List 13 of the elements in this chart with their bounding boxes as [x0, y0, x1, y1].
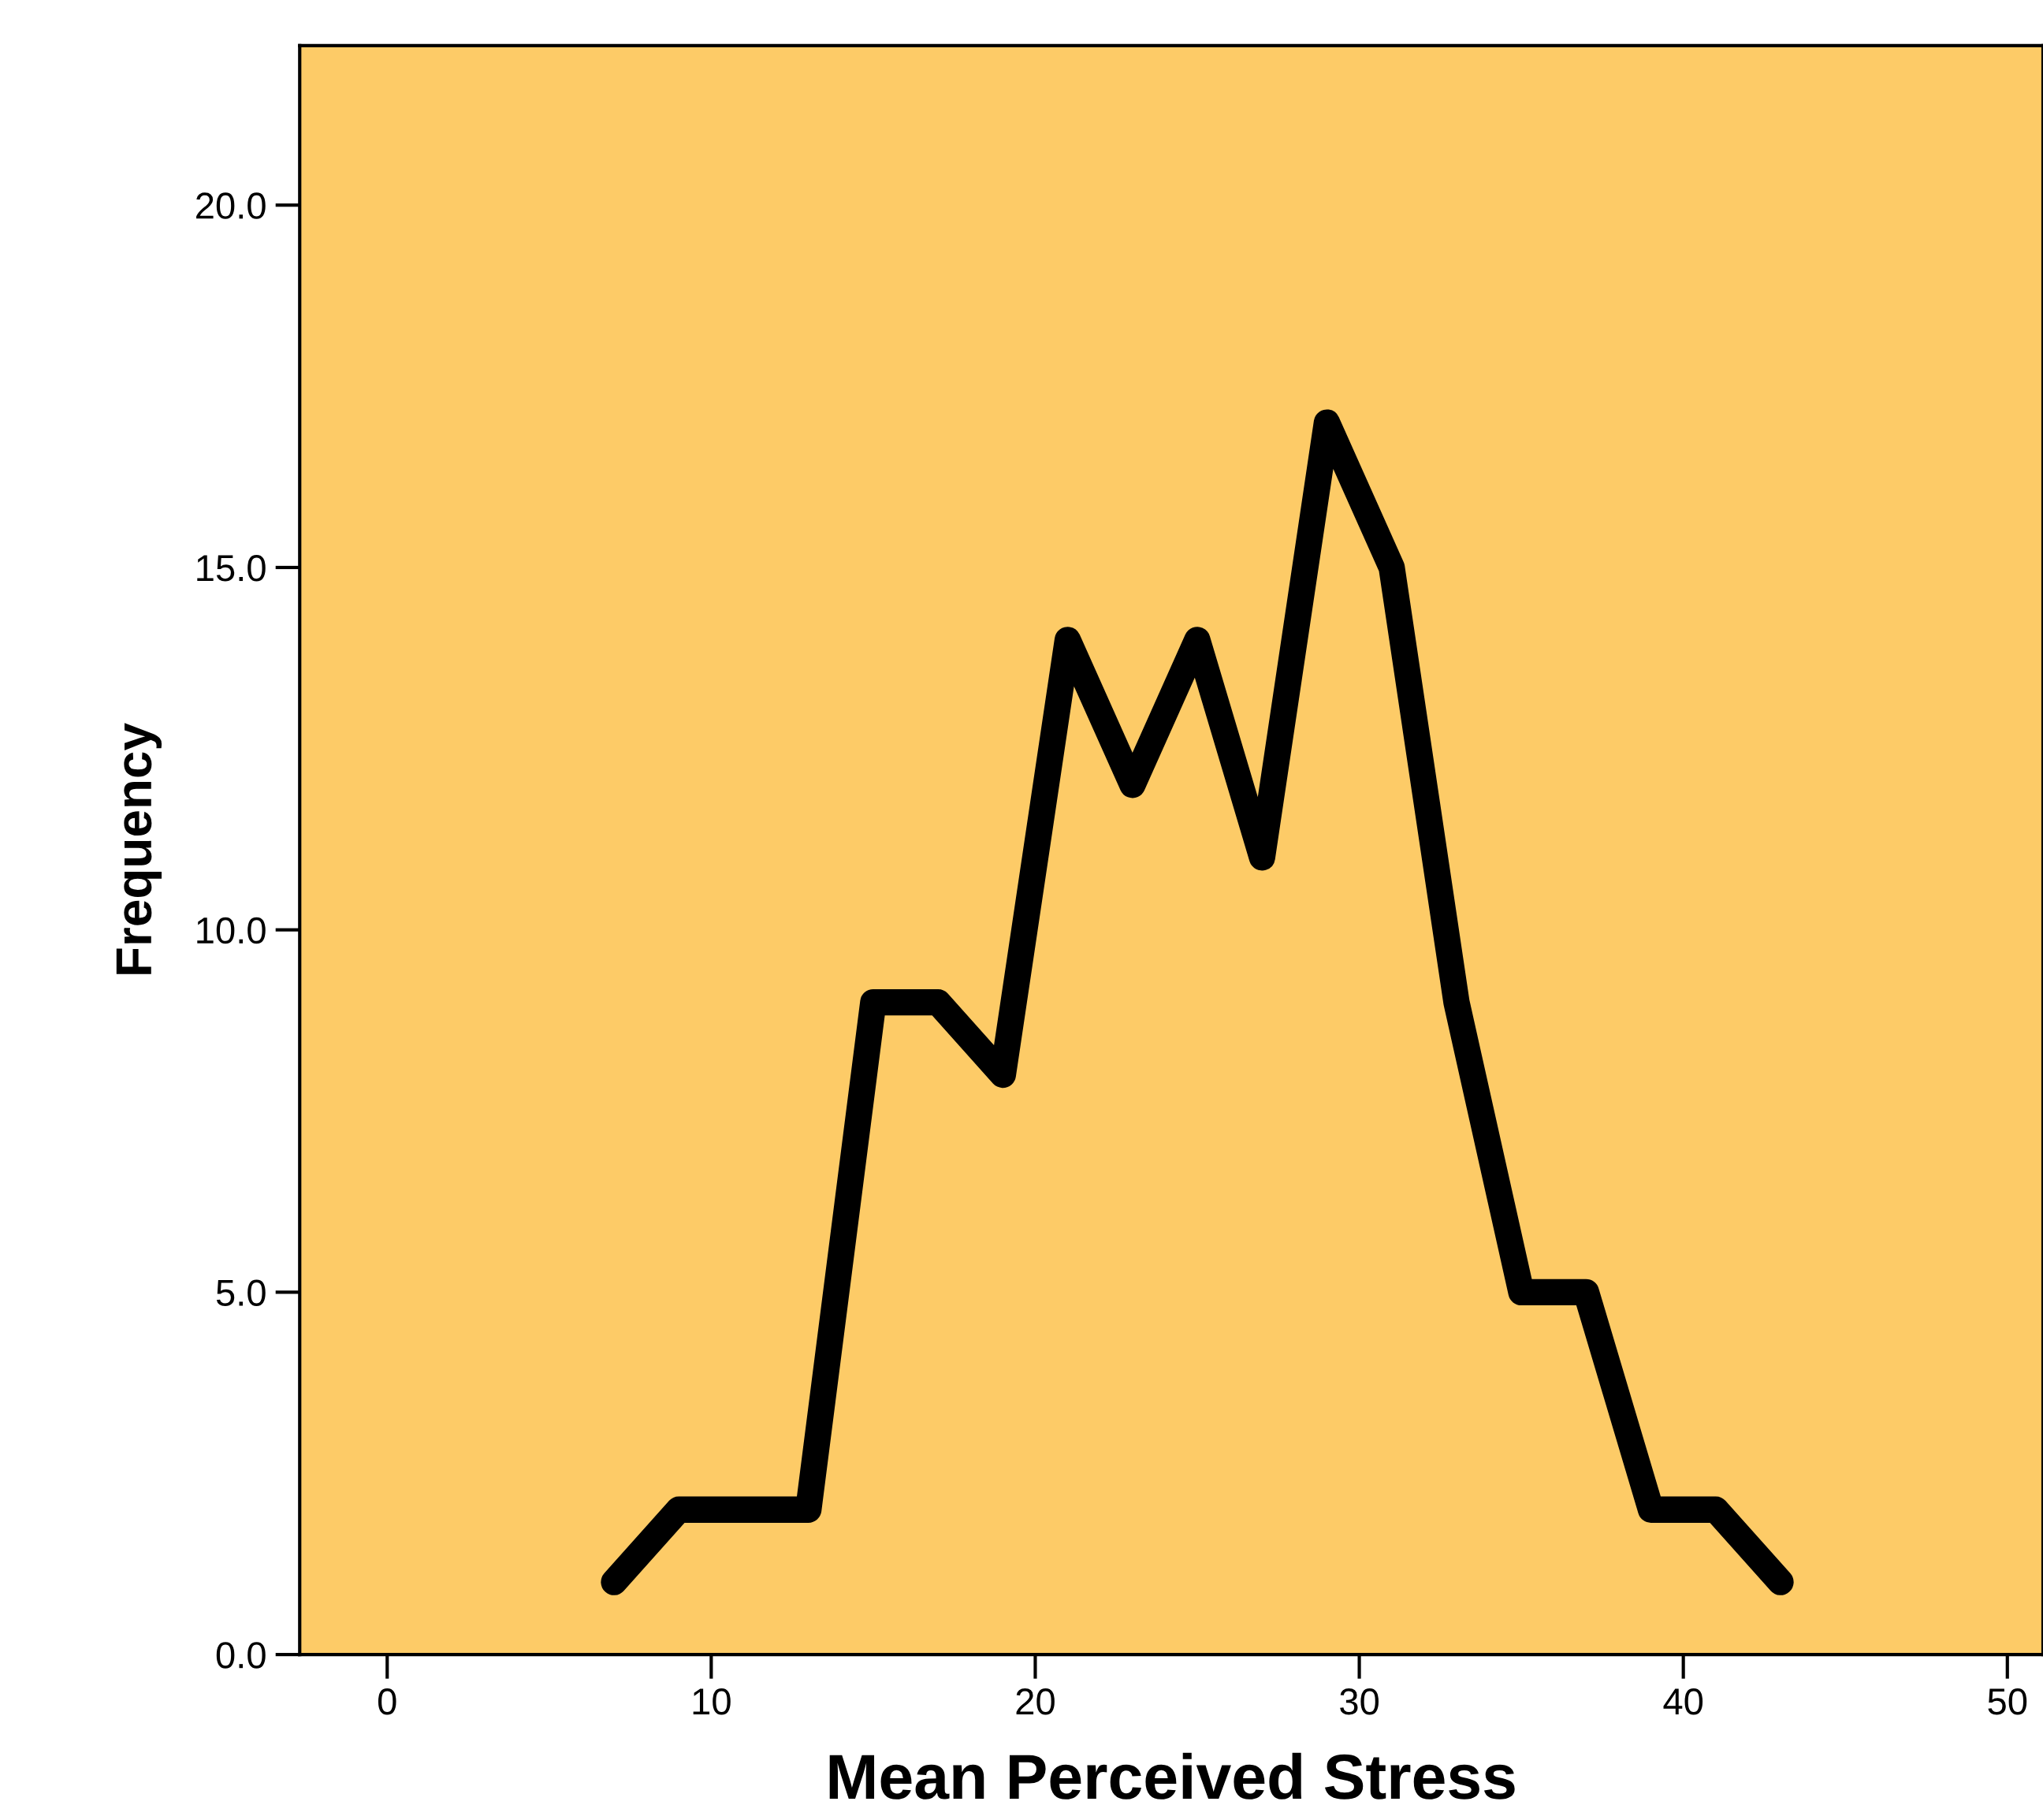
- x-tick-label: 10: [693, 1688, 731, 1715]
- x-tick-label: 0: [378, 1688, 396, 1715]
- y-axis-title: Frequency: [116, 723, 162, 974]
- y-tick-label: 5.0: [216, 1279, 266, 1306]
- x-axis-title: Mean Perceived Stress: [829, 1752, 1515, 1800]
- y-tick-label: 0.0: [216, 1642, 266, 1669]
- x-tick-label: 20: [1016, 1688, 1055, 1715]
- y-tick-label: 15.0: [197, 555, 266, 582]
- y-tick-label: 10.0: [197, 917, 266, 944]
- x-tick-label: 50: [1988, 1688, 2027, 1715]
- x-tick-label: 30: [1340, 1688, 1379, 1715]
- y-tick-label: 20.0: [196, 192, 266, 219]
- x-tick-label: 40: [1663, 1688, 1703, 1715]
